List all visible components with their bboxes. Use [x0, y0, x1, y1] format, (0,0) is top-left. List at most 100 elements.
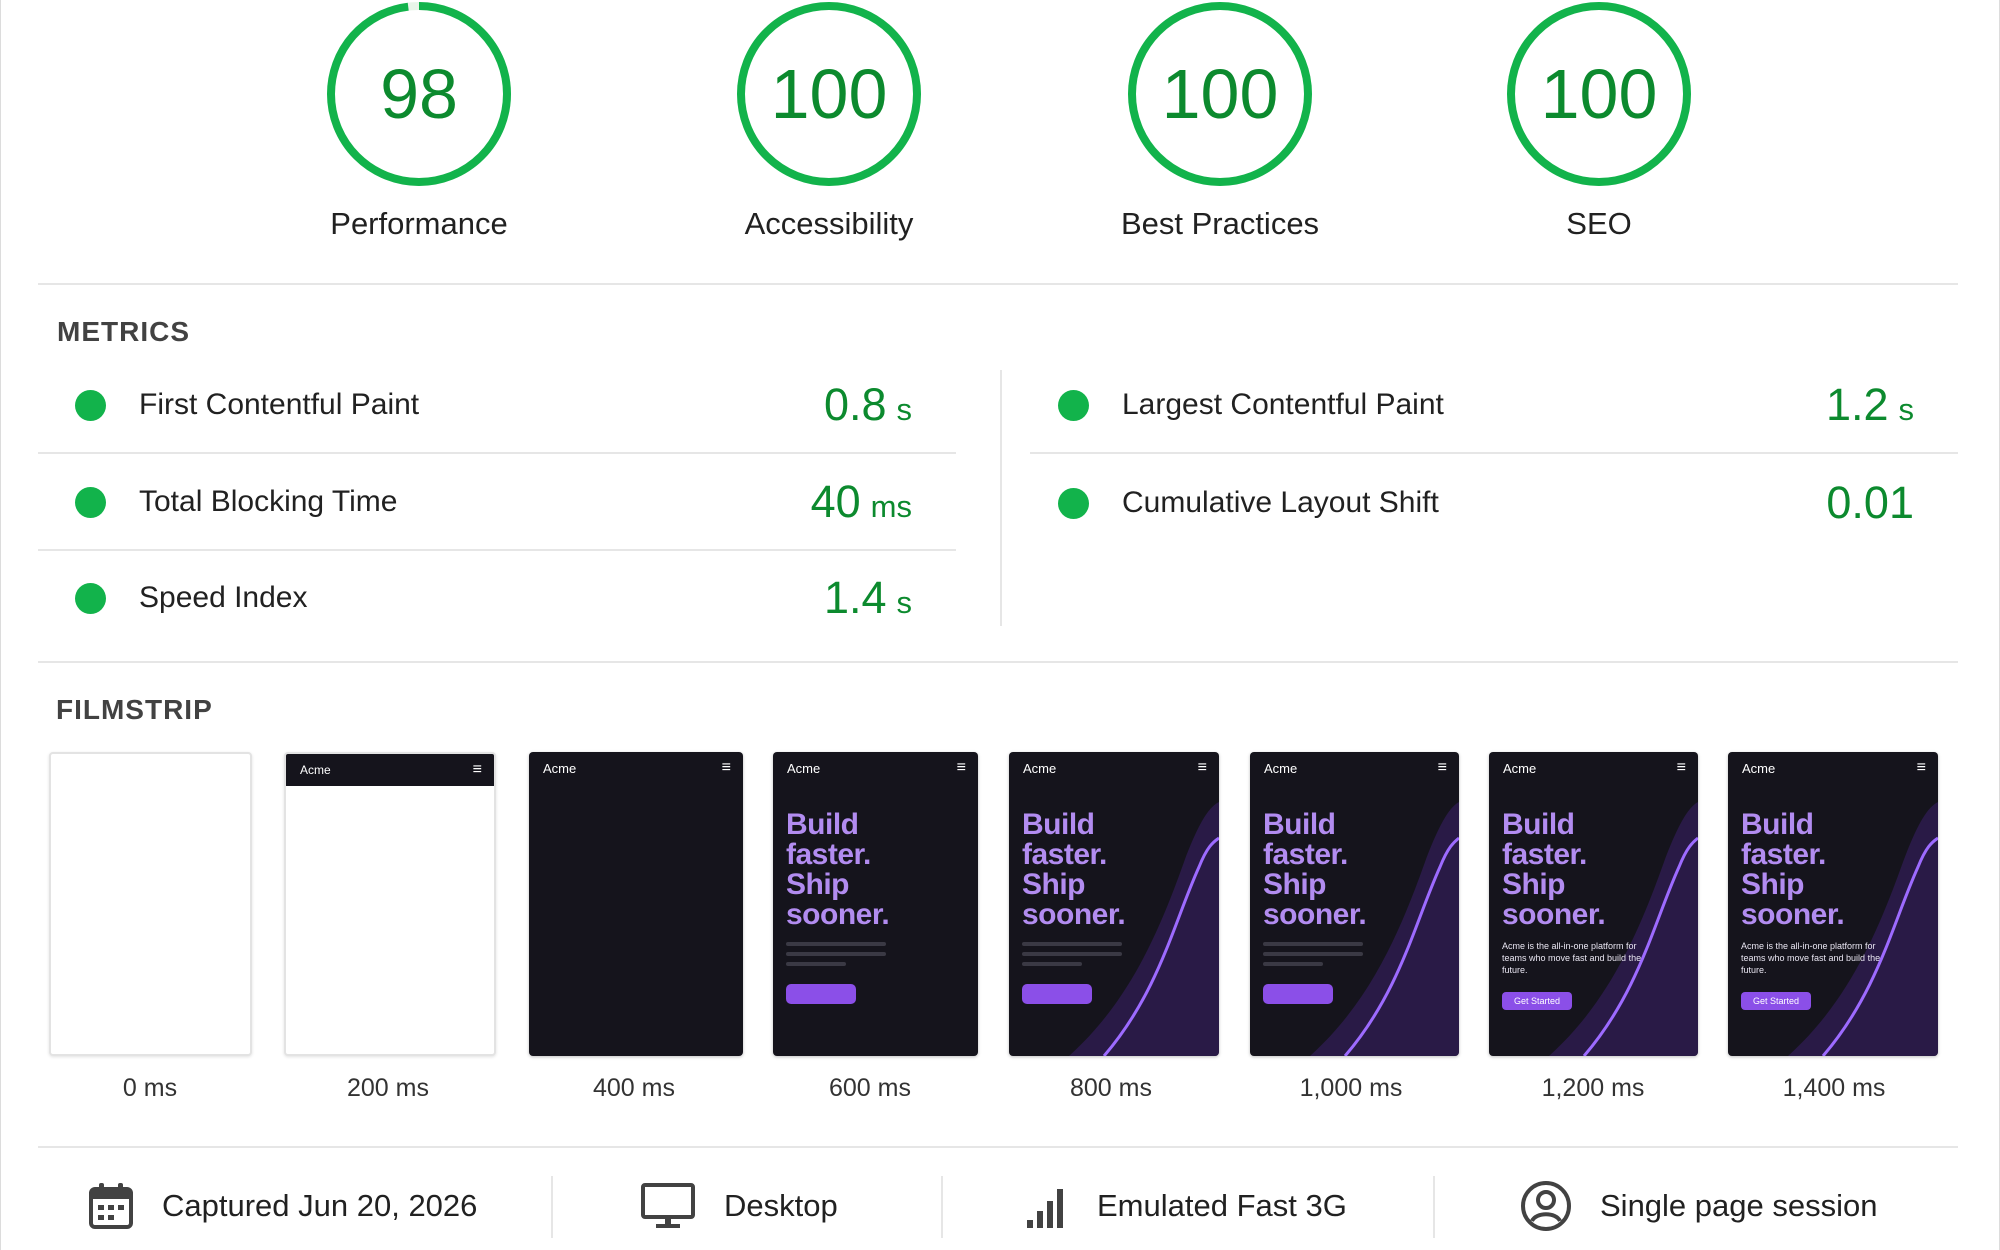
preview-hero: Build faster. Ship sooner.: [1263, 808, 1367, 931]
footer-divider: [1433, 1176, 1435, 1238]
hero-line: sooner.: [786, 898, 890, 931]
gauge-label: Best Practices: [1120, 206, 1320, 241]
footer-network: Emulated Fast 3G: [1025, 1178, 1347, 1234]
hero-line: sooner.: [1263, 898, 1367, 931]
hero-line: sooner.: [1741, 898, 1845, 931]
preview-hero: Build faster. Ship sooner.: [1741, 808, 1845, 931]
menu-icon: ≡: [1676, 759, 1686, 776]
user-circle-icon: [1520, 1180, 1572, 1232]
filmstrip-frame[interactable]: Acme ≡ Build faster. Ship sooner. Acme i…: [1728, 752, 1938, 1056]
filmstrip-frame[interactable]: Acme ≡ Build faster. Ship sooner.: [1009, 752, 1219, 1056]
pass-indicator-icon: [75, 582, 106, 614]
wave-graphic: [1069, 802, 1219, 1056]
row-divider: [1030, 452, 1958, 454]
filmstrip-frame[interactable]: Acme ≡: [529, 752, 743, 1056]
filmstrip-frame[interactable]: Acme ≡ Build faster. Ship sooner.: [1250, 752, 1459, 1056]
metric-unit: ms: [870, 489, 912, 524]
metric-total-blocking-time[interactable]: Total Blocking Time 40 ms: [75, 454, 912, 550]
menu-icon: ≡: [956, 759, 966, 776]
preview-paragraph: Acme is the all-in-one platform for team…: [1502, 941, 1642, 975]
pass-indicator-icon: [1058, 487, 1089, 519]
gauge-score: 100: [771, 55, 888, 133]
metric-value: 0.01: [1826, 477, 1914, 529]
filmstrip-title: FILMSTRIP: [56, 694, 213, 725]
wave-graphic: [1549, 802, 1698, 1056]
menu-icon: ≡: [1437, 759, 1447, 776]
hero-line: Ship: [1263, 868, 1327, 901]
filmstrip-frame[interactable]: [49, 752, 252, 1056]
footer-text: Desktop: [724, 1188, 838, 1223]
metric-value: 1.2 s: [1826, 379, 1914, 431]
menu-icon: ≡: [721, 759, 731, 776]
preview-paragraph: Acme is the all-in-one platform for team…: [1741, 941, 1881, 975]
metric-name: Largest Contentful Paint: [1122, 388, 1444, 421]
preview-brand: Acme: [1742, 761, 1776, 776]
metric-name: First Contentful Paint: [139, 388, 420, 421]
cta-placeholder: [786, 984, 856, 1004]
wave-graphic: [1310, 802, 1459, 1056]
metric-speed-index[interactable]: Speed Index 1.4 s: [75, 550, 912, 646]
metric-value: 0.8 s: [824, 379, 912, 431]
text-placeholder: [786, 942, 886, 972]
hero-line: Ship: [1502, 868, 1566, 901]
metric-first-contentful-paint[interactable]: First Contentful Paint 0.8 s: [75, 357, 912, 453]
metric-number: 0.01: [1826, 477, 1914, 528]
metric-number: 40: [810, 476, 861, 527]
divider: [38, 1146, 1958, 1148]
filmstrip-frame[interactable]: Acme ≡: [284, 752, 496, 1056]
hero-line: Build: [786, 808, 859, 841]
gauge-seo[interactable]: 100 SEO: [1469, 0, 1729, 242]
preview-brand: Acme: [1264, 761, 1298, 776]
gauge-accessibility[interactable]: 100 Accessibility: [699, 0, 959, 242]
preview-header: Acme ≡: [286, 754, 494, 786]
preview-brand: Acme: [300, 763, 331, 777]
desktop-icon: [640, 1182, 696, 1230]
gauge-label: Accessibility: [744, 206, 914, 241]
gauge-ring: 100: [1507, 2, 1691, 186]
preview-brand: Acme: [543, 761, 577, 776]
hero-line: sooner.: [1022, 898, 1126, 931]
frame-time: 600 ms: [829, 1074, 911, 1102]
metric-largest-contentful-paint[interactable]: Largest Contentful Paint 1.2 s: [1058, 357, 1914, 453]
text-placeholder: [1263, 942, 1363, 972]
gauge-performance[interactable]: 98 Performance: [289, 0, 549, 242]
frame-time: 1,000 ms: [1299, 1074, 1403, 1102]
footer-divider: [941, 1176, 943, 1238]
metric-name: Cumulative Layout Shift: [1122, 486, 1439, 519]
calendar-icon: [88, 1182, 134, 1230]
hero-line: Build: [1502, 808, 1575, 841]
frame-time: 1,400 ms: [1782, 1074, 1886, 1102]
preview-hero: Build faster. Ship sooner.: [1502, 808, 1606, 931]
preview-brand: Acme: [787, 761, 821, 776]
hero-line: Build: [1741, 808, 1814, 841]
row-divider: [38, 549, 956, 551]
frame-time: 1,200 ms: [1541, 1074, 1645, 1102]
metric-number: 0.8: [823, 379, 887, 430]
column-divider: [1000, 370, 1002, 626]
metric-value: 40 ms: [811, 476, 912, 528]
metrics-title: METRICS: [57, 316, 190, 347]
metric-value: 1.4 s: [824, 572, 912, 624]
hero-line: faster.: [1502, 838, 1587, 871]
pass-indicator-icon: [75, 486, 106, 518]
metric-unit: s: [896, 585, 913, 620]
filmstrip-frame[interactable]: Acme ≡ Build faster. Ship sooner. Acme i…: [1489, 752, 1698, 1056]
hero-line: Build: [1022, 808, 1095, 841]
gauge-score: 100: [1541, 55, 1658, 133]
preview-hero: Build faster. Ship sooner.: [786, 808, 890, 931]
gauge-best-practices[interactable]: 100 Best Practices: [1090, 0, 1350, 242]
pass-indicator-icon: [1058, 389, 1089, 421]
hero-line: faster.: [1741, 838, 1826, 871]
footer-captured-date: Captured Jun 20, 2026: [88, 1178, 477, 1234]
hero-line: Build: [1263, 808, 1336, 841]
metric-number: 1.4: [823, 572, 887, 623]
menu-icon: ≡: [1197, 759, 1207, 776]
hero-line: faster.: [1263, 838, 1348, 871]
hero-line: sooner.: [1502, 898, 1606, 931]
divider: [38, 661, 1958, 663]
metric-cumulative-layout-shift[interactable]: Cumulative Layout Shift 0.01: [1058, 455, 1914, 551]
frame-time: 400 ms: [593, 1074, 675, 1102]
filmstrip-frame[interactable]: Acme ≡ Build faster. Ship sooner.: [773, 752, 978, 1056]
footer-text: Captured Jun 20, 2026: [162, 1188, 478, 1223]
signal-icon: [1025, 1182, 1069, 1230]
